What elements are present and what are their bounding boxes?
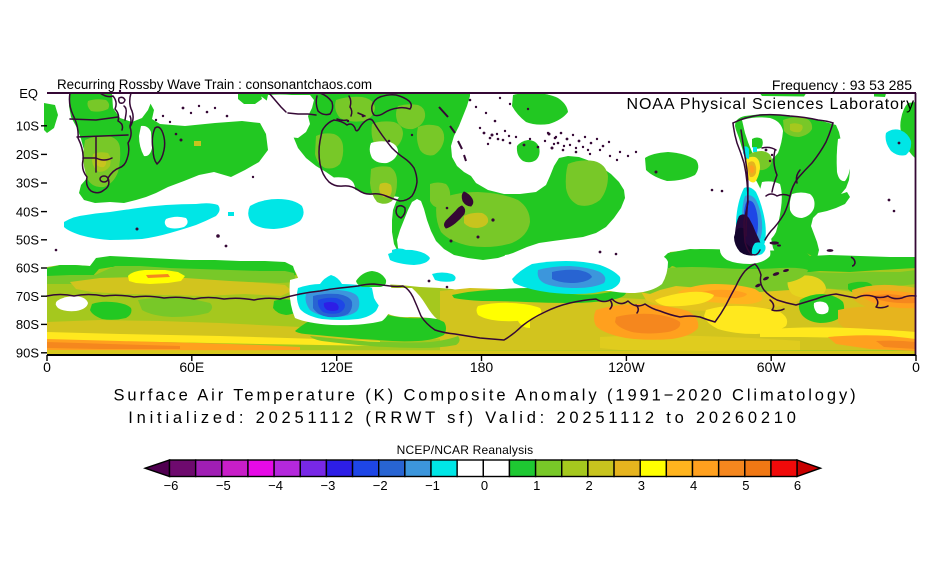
svg-text:20S: 20S (16, 147, 39, 162)
svg-text:3: 3 (638, 478, 645, 493)
svg-text:−2: −2 (373, 478, 388, 493)
svg-text:60E: 60E (179, 359, 204, 375)
svg-text:0: 0 (43, 359, 51, 375)
svg-text:2: 2 (585, 478, 592, 493)
svg-text:90S: 90S (16, 346, 39, 361)
svg-text:1: 1 (533, 478, 540, 493)
svg-text:−6: −6 (164, 478, 179, 493)
svg-text:Frequency : 93 53 285: Frequency : 93 53 285 (772, 77, 912, 93)
svg-text:0: 0 (481, 478, 488, 493)
svg-text:120W: 120W (608, 359, 645, 375)
svg-text:6: 6 (794, 478, 801, 493)
svg-text:70S: 70S (16, 289, 39, 304)
svg-text:180: 180 (470, 359, 494, 375)
svg-text:−5: −5 (216, 478, 231, 493)
svg-text:50S: 50S (16, 233, 39, 248)
svg-text:40S: 40S (16, 204, 39, 219)
svg-text:Recurring Rossby Wave Train :: Recurring Rossby Wave Train : consonantc… (57, 77, 372, 92)
svg-text:60W: 60W (757, 359, 787, 375)
svg-text:80S: 80S (16, 317, 39, 332)
svg-text:10S: 10S (16, 119, 39, 134)
svg-text:4: 4 (690, 478, 697, 493)
svg-text:Initialized: 20251112 (RRWT sf: Initialized: 20251112 (RRWT sf) Valid: 2… (128, 409, 800, 427)
svg-text:5: 5 (742, 478, 749, 493)
svg-text:Surface Air Temperature (K) Co: Surface Air Temperature (K) Composite An… (113, 387, 858, 405)
svg-text:NCEP/NCAR Reanalysis: NCEP/NCAR Reanalysis (397, 443, 534, 457)
svg-text:−1: −1 (425, 478, 440, 493)
svg-text:−4: −4 (268, 478, 283, 493)
svg-text:−3: −3 (320, 478, 335, 493)
svg-text:120E: 120E (320, 359, 353, 375)
svg-text:NOAA Physical Sciences Laborat: NOAA Physical Sciences Laboratory (627, 96, 916, 113)
svg-text:60S: 60S (16, 261, 39, 276)
svg-text:EQ: EQ (19, 86, 38, 101)
svg-text:0: 0 (912, 359, 920, 375)
svg-text:30S: 30S (16, 176, 39, 191)
